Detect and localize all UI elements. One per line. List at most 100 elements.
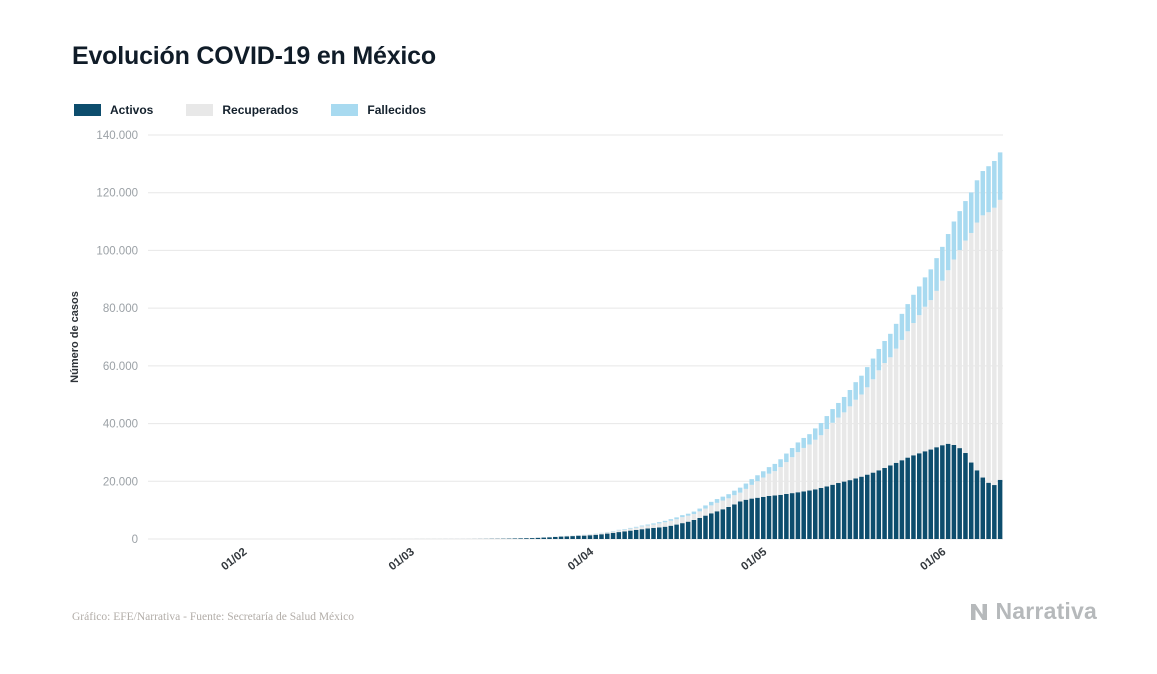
bar-recuperados <box>703 508 708 516</box>
bar-recuperados <box>633 527 639 530</box>
bar-fallecidos <box>657 522 662 524</box>
bar-recuperados <box>668 520 674 526</box>
legend-item-recuperados: Recuperados <box>186 103 298 117</box>
bar-activos <box>824 486 830 539</box>
bar-activos <box>703 515 708 539</box>
bar-fallecidos <box>986 166 991 213</box>
bar-activos <box>680 523 685 539</box>
bar-fallecidos <box>628 527 633 529</box>
bar-fallecidos <box>662 520 668 523</box>
bar-activos <box>576 535 581 539</box>
bar-recuperados <box>922 306 928 452</box>
bar-recuperados <box>726 498 731 507</box>
bar-fallecidos <box>761 471 766 478</box>
bar-fallecidos <box>703 505 708 509</box>
bar-recuperados <box>743 488 749 500</box>
bar-activos <box>766 496 772 539</box>
bar-activos <box>905 457 910 539</box>
bar-recuperados <box>853 399 858 479</box>
y-tick-label: 140.000 <box>96 130 138 142</box>
source-caption: Gráfico: EFE/Narrativa - Fuente: Secreta… <box>72 611 354 623</box>
bar-fallecidos <box>859 375 864 395</box>
bar-recuperados <box>749 484 754 499</box>
bar-recuperados <box>605 532 610 534</box>
bar-recuperados <box>680 517 685 524</box>
bar-recuperados <box>997 199 1003 480</box>
bar-recuperados <box>986 212 991 483</box>
bar-activos <box>553 536 558 539</box>
legend-swatch-fallecidos <box>331 104 359 116</box>
bar-fallecidos <box>709 501 714 506</box>
legend-label-activos: Activos <box>110 103 154 117</box>
bar-recuperados <box>778 467 783 495</box>
bar-recuperados <box>818 435 824 488</box>
bar-activos <box>818 487 824 539</box>
bar-recuperados <box>847 406 853 481</box>
bar-recuperados <box>830 422 835 485</box>
bar-recuperados <box>968 232 974 463</box>
bar-fallecidos <box>616 529 622 531</box>
bar-fallecidos <box>980 171 986 216</box>
bar-fallecidos <box>951 221 957 260</box>
bar-activos <box>992 485 997 539</box>
bar-fallecidos <box>997 152 1003 200</box>
bar-activos <box>853 478 858 539</box>
bar-recuperados <box>992 207 997 486</box>
legend-swatch-recuperados <box>186 104 214 116</box>
bar-recuperados <box>916 315 922 454</box>
bar-fallecidos <box>691 511 697 515</box>
bar-activos <box>801 491 806 539</box>
bar-recuperados <box>795 452 801 493</box>
bar-recuperados <box>581 534 587 536</box>
bar-fallecidos <box>726 494 731 499</box>
bar-recuperados <box>755 481 760 498</box>
bar-fallecidos <box>743 483 749 489</box>
bar-fallecidos <box>795 442 801 453</box>
bar-recuperados <box>911 323 916 456</box>
bar-activos <box>737 501 743 539</box>
bar-activos <box>922 451 928 539</box>
bar-activos <box>616 532 622 539</box>
bar-activos <box>587 535 593 539</box>
y-tick-label: 0 <box>132 534 138 546</box>
narrativa-logo-text: Narrativa <box>995 598 1097 624</box>
bar-recuperados <box>651 524 656 528</box>
bar-recuperados <box>645 525 650 529</box>
bar-activos <box>709 513 714 539</box>
bar-activos <box>599 534 604 539</box>
legend-label-recuperados: Recuperados <box>222 103 299 117</box>
y-tick-label: 20.000 <box>103 476 138 488</box>
bar-fallecidos <box>668 519 674 521</box>
bar-recuperados <box>864 387 870 475</box>
bar-recuperados <box>945 270 951 444</box>
bar-fallecidos <box>749 479 754 485</box>
bar-activos <box>529 538 535 539</box>
bar-activos <box>841 481 847 539</box>
covid-stacked-bar-chart: 0 20.000 40.000 60.000 80.000 100.000 120.000 1… <box>69 130 1003 573</box>
bar-fallecidos <box>755 475 760 482</box>
bar-recuperados <box>737 492 743 502</box>
bar-activos <box>772 495 778 539</box>
bar-recuperados <box>882 363 887 469</box>
bar-activos <box>968 462 974 539</box>
bar-fallecidos <box>940 246 945 281</box>
bar-fallecidos <box>737 487 743 493</box>
bar-activos <box>524 538 529 539</box>
bar-recuperados <box>841 412 847 482</box>
bar-activos <box>864 474 870 539</box>
bar-activos <box>945 443 951 539</box>
x-tick-label: 01/03 <box>387 546 417 573</box>
bar-recuperados <box>893 348 899 463</box>
bar-activos <box>893 462 899 539</box>
legend-item-fallecidos: Fallecidos <box>331 103 426 117</box>
bar-fallecidos <box>893 323 899 349</box>
bar-activos <box>662 526 668 539</box>
bar-activos <box>691 519 697 539</box>
bar-recuperados <box>963 240 968 454</box>
bar-recuperados <box>934 290 939 448</box>
bar-recuperados <box>576 535 581 536</box>
bar-recuperados <box>570 535 575 537</box>
bar-activos <box>512 538 518 539</box>
bar-recuperados <box>905 331 910 458</box>
